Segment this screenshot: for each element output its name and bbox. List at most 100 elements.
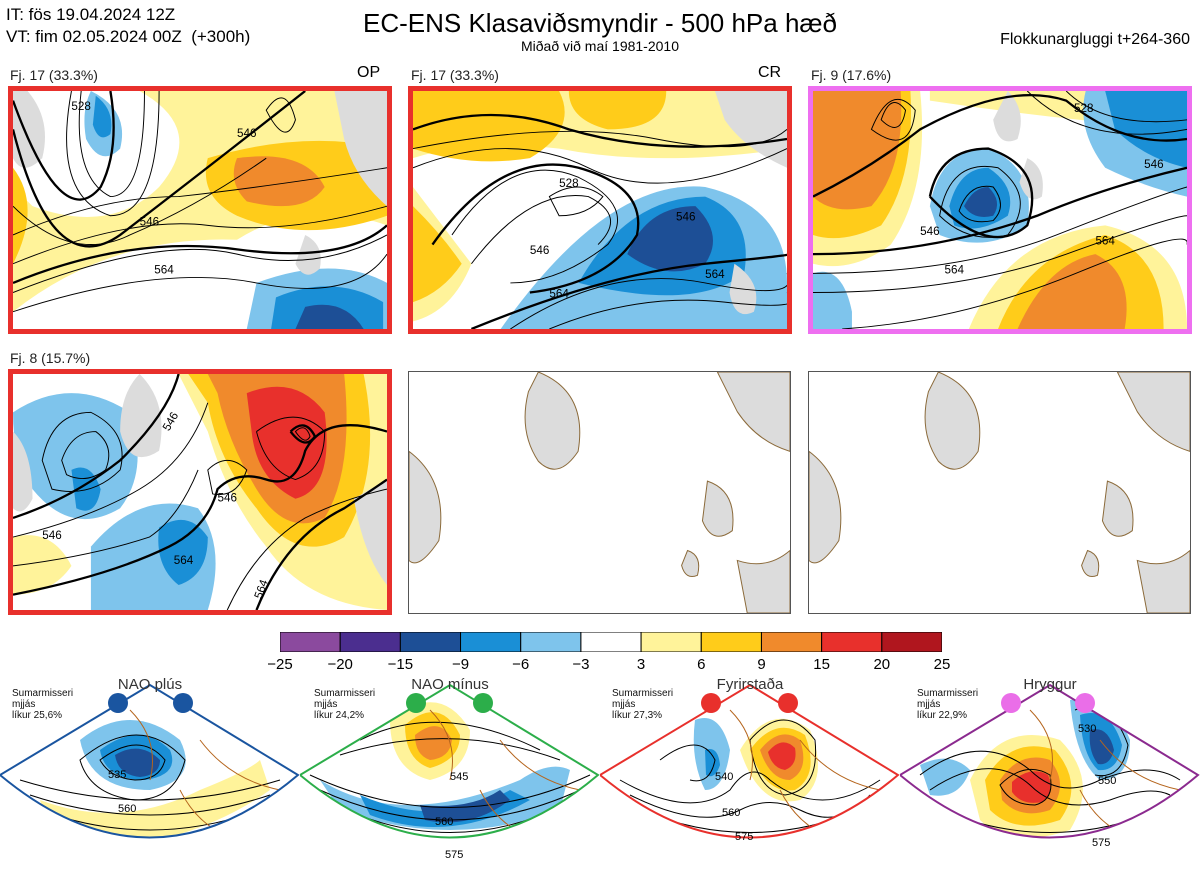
regime-marker-4b: [1075, 693, 1095, 713]
regime-4-prob: líkur 22,9%: [917, 710, 968, 721]
regime-4-season: Sumarmisseri: [917, 688, 979, 699]
colorbar-tick-label: −3: [572, 656, 590, 673]
colorbar-segment: [700, 631, 762, 653]
cluster-map-2[interactable]: 546 528 546 564 564: [408, 86, 792, 334]
regime-1-contour-2: 560: [118, 803, 136, 815]
regime-row: 535 560 NAO plús Sumarmisseri mjjás líkur …: [0, 676, 1200, 871]
regime-2-contour-1: 545: [450, 771, 468, 783]
regime-1-season: Sumarmisseri: [12, 688, 74, 699]
colorbar-segment: [520, 631, 582, 653]
colorbar-tick-label: 9: [757, 656, 766, 673]
regime-nao-minus[interactable]: 545 560 575: [298, 680, 600, 871]
empty-map-6: [808, 371, 1191, 614]
panel-4-contour-4: 564: [174, 554, 194, 567]
panel-3-contour-3: 546: [920, 225, 939, 238]
panel-3-label: Fj. 9 (17.6%): [811, 67, 892, 83]
regime-ridge[interactable]: 530 550 575: [898, 680, 1200, 871]
regime-2-prob: líkur 24,2%: [314, 710, 365, 721]
colorbar-tick-label: −15: [387, 656, 414, 673]
colorbar-tick-label: 25: [933, 656, 951, 673]
panel-4-contour-2: 546: [218, 492, 237, 505]
panel-2-contour-5: 564: [705, 268, 725, 281]
colorbar-segment: [399, 631, 462, 653]
regime-2-contour-2: 560: [435, 816, 453, 828]
regime-4-contour-2: 550: [1098, 775, 1116, 787]
panel-1-label: Fj. 17 (33.3%): [10, 67, 98, 83]
colorbar-tick-label: −25: [267, 656, 293, 673]
panel-2-contour-1: 546: [676, 211, 695, 224]
regime-3-contour-2: 560: [722, 807, 740, 819]
issue-time: IT: fös 19.04.2024 12Z: [6, 5, 176, 24]
panel-2-label: Fj. 17 (33.3%): [411, 67, 499, 83]
regime-marker-2b: [473, 693, 493, 713]
page-subtitle: Miðað við maí 1981-2010: [521, 38, 679, 54]
regime-4-contour-1: 530: [1078, 723, 1096, 735]
colorbar-segment: [640, 631, 702, 653]
regime-2-contour-3: 575: [445, 849, 463, 861]
panel-4-label: Fj. 8 (15.7%): [10, 350, 91, 366]
panel-2-tag: CR: [758, 64, 782, 81]
panel-3-contour-5: 564: [1095, 235, 1115, 248]
regime-3-spread: mjjás: [612, 699, 636, 710]
panel-1-contour-4: 528: [71, 100, 90, 113]
colorbar-svg: [279, 631, 943, 653]
regime-2-season: Sumarmisseri: [314, 688, 376, 699]
panel-1-contour-1: 546: [140, 215, 159, 228]
colorbar-tick-label: 15: [813, 656, 830, 673]
regime-1-name: NAO plús: [117, 676, 183, 693]
regime-blocking-map: 540 560 575: [598, 683, 900, 843]
regime-3-contour-1: 540: [715, 771, 733, 783]
cluster-map-4[interactable]: 546 546 546 564 564: [8, 369, 392, 615]
regime-3-info: Sumarmisseri mjjás líkur 27,3%: [612, 688, 673, 721]
regime-marker-3a: [701, 693, 721, 713]
regime-1-info: Sumarmisseri mjjás líkur 25,6%: [12, 688, 73, 721]
cluster-map-3[interactable]: 528 546 546 564 564: [808, 86, 1192, 334]
regime-marker-3b: [778, 693, 798, 713]
colorbar-tick-label: −20: [327, 656, 353, 673]
colorbar-tick-label: 3: [636, 656, 646, 673]
regime-4-contour-3: 575: [1092, 837, 1110, 849]
panel-1-tag: OP: [357, 64, 381, 81]
regime-marker-1b: [173, 693, 193, 713]
regime-1-contour-1: 535: [108, 769, 126, 781]
regime-4-spread: mjjás: [917, 699, 941, 710]
regime-marker-4a: [1001, 693, 1021, 713]
regime-marker-2a: [406, 693, 426, 713]
colorbar-segment: [881, 631, 943, 653]
cluster-map-3-svg: 528 546 546 564 564: [813, 91, 1187, 329]
colorbar-tick-label: −6: [512, 656, 530, 673]
cluster-map-4-svg: 546 546 546 564 564: [13, 374, 387, 610]
regime-blocking[interactable]: 540 560 575: [598, 680, 900, 871]
panel-2-contour-4: 564: [549, 287, 569, 300]
colorbar-segment: [460, 631, 522, 653]
regime-3-contour-3: 575: [735, 831, 753, 843]
panel-4-contour-5: 564: [252, 577, 271, 600]
colorbar-tick-label: 6: [697, 656, 706, 673]
regime-1-prob: líkur 25,6%: [12, 710, 63, 721]
regime-2-spread: mjjás: [314, 699, 338, 710]
colorbar-segment: [760, 631, 823, 653]
regime-nao-plus[interactable]: 535 560: [0, 680, 300, 871]
regime-3-season: Sumarmisseri: [612, 688, 674, 699]
regime-4-name: Hryggur: [1023, 676, 1077, 693]
colorbar-segment: [821, 631, 883, 653]
colorbar-tick-label: 20: [873, 656, 891, 673]
colorbar-segment: [580, 631, 642, 653]
cluster-map-1[interactable]: 546 546 564 528: [8, 86, 392, 334]
panel-4-contour-3: 546: [42, 529, 61, 542]
colorbar-segment: [279, 631, 341, 653]
valid-time: VT: fim 02.05.2024 00Z (+300h): [6, 27, 251, 46]
empty-map-6-svg: [809, 372, 1190, 613]
cluster-map-1-svg: 546 546 564 528: [13, 91, 387, 329]
panel-3-contour-2: 546: [1144, 158, 1163, 171]
colorbar-tick-label: −9: [451, 656, 470, 673]
regime-nao-plus-map: 535 560: [0, 683, 300, 839]
panel-3-contour-4: 564: [944, 263, 964, 276]
panel-2-contour-3: 546: [530, 244, 549, 257]
regime-3-prob: líkur 27,3%: [612, 710, 663, 721]
panel-1-contour-2: 546: [237, 127, 256, 140]
regime-ridge-map: 530 550 575: [898, 683, 1200, 849]
panel-3-contour-1: 528: [1074, 102, 1093, 115]
panel-2-contour-2: 528: [559, 177, 578, 190]
empty-map-5: [408, 371, 791, 614]
